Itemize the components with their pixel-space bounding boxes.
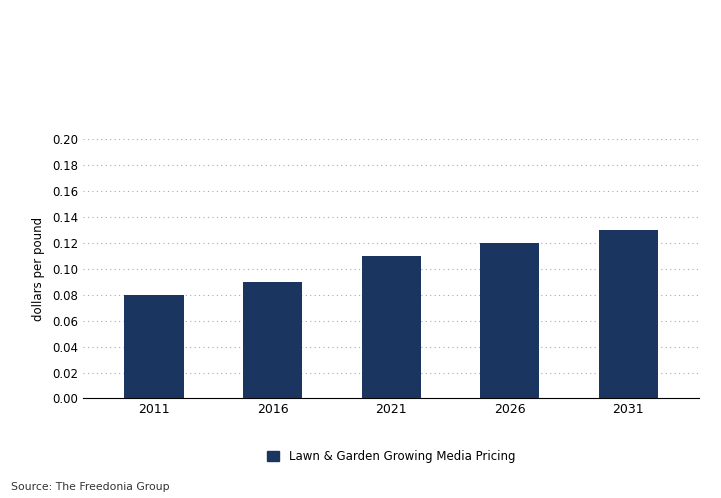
Text: Freedonia: Freedonia [580,147,655,160]
Text: Group: Group [580,168,608,177]
FancyBboxPatch shape [487,141,515,182]
Bar [125,295,184,398]
Bar [243,282,302,398]
Y-axis label: dollars per pound: dollars per pound [32,217,45,321]
Bar [361,256,421,398]
Text: Source: The Freedonia Group: Source: The Freedonia Group [11,482,169,492]
Bar [598,230,658,398]
FancyBboxPatch shape [487,172,550,182]
Text: Figure 3-3.
Lawn & Garden Growing Media Pricing,
2011, 2016, 2021, 2026, & 2031
: Figure 3-3. Lawn & Garden Growing Media … [11,10,304,79]
Legend: Lawn & Garden Growing Media Pricing: Lawn & Garden Growing Media Pricing [262,446,520,468]
FancyBboxPatch shape [487,144,564,154]
Bar [480,243,539,398]
